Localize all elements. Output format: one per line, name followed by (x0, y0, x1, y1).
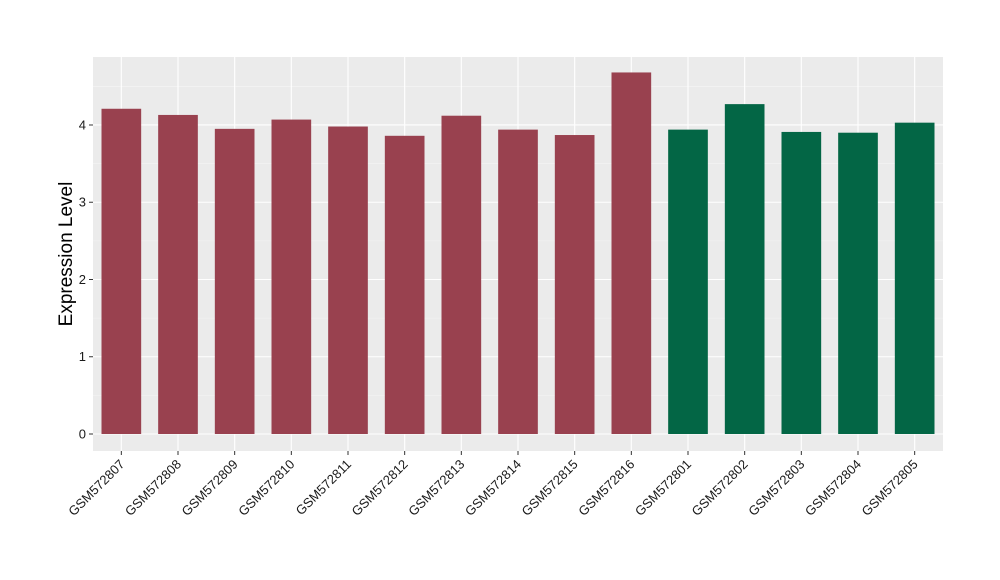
bar (214, 128, 255, 435)
x-tick-label: GSM572816 (575, 457, 637, 519)
bar (101, 108, 142, 435)
y-tick-label: 2 (79, 272, 86, 287)
bar (724, 104, 765, 435)
x-tick-label: GSM572801 (632, 457, 694, 519)
x-tick-label: GSM572804 (802, 457, 864, 519)
y-tick-label: 3 (79, 195, 86, 210)
x-tick-label: GSM572815 (519, 457, 581, 519)
x-tick-label: GSM572803 (745, 457, 807, 519)
bar (328, 126, 368, 435)
y-tick-label: 4 (79, 117, 86, 132)
x-tick-label: GSM572808 (122, 457, 184, 519)
bar (611, 72, 652, 435)
bar (668, 129, 708, 435)
x-tick-label: GSM572809 (179, 457, 241, 519)
x-tick-label: GSM572813 (405, 457, 467, 519)
bar (498, 129, 538, 435)
x-tick-label: GSM572805 (859, 457, 921, 519)
y-tick-label: 0 (79, 427, 86, 442)
bars (101, 72, 935, 435)
x-tick-label: GSM572807 (65, 457, 127, 519)
x-tick-label: GSM572810 (235, 457, 297, 519)
bar (441, 115, 482, 435)
bar (781, 131, 822, 435)
x-tick-label: GSM572812 (349, 457, 411, 519)
bar (158, 114, 198, 435)
bar (838, 132, 878, 435)
x-tick-label: GSM572802 (689, 457, 751, 519)
x-tick-label: GSM572814 (462, 457, 524, 519)
y-axis-title: Expression Level (56, 182, 77, 327)
bar (894, 122, 935, 435)
x-tick-label: GSM572811 (293, 457, 355, 519)
bar (554, 135, 595, 435)
y-tick-label: 1 (79, 349, 86, 364)
bar (271, 119, 312, 435)
y-axis: 0 1 2 3 4 (79, 117, 93, 442)
x-axis: GSM572807GSM572808GSM572809GSM572810GSM5… (65, 451, 921, 519)
bar (384, 135, 425, 435)
